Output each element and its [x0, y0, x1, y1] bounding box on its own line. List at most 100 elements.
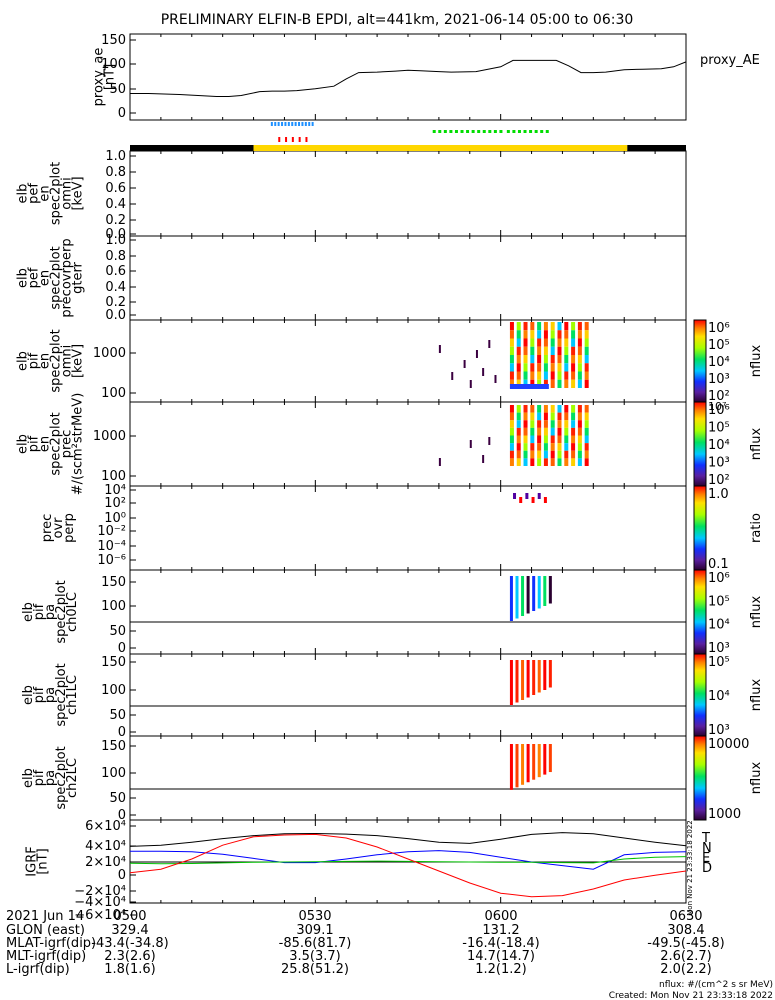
- omni-spectrogram-cell: [530, 338, 535, 347]
- prec-spectrogram-cell: [577, 405, 582, 413]
- panel-frame-p5: [129, 401, 687, 487]
- y-tick-label-p3: 0.0: [105, 308, 126, 323]
- y-tick-label-p2: 0.4: [105, 197, 126, 212]
- prec-spectrogram-cell: [537, 405, 542, 413]
- prec-spectrogram-cell: [537, 412, 542, 421]
- ephemeris-footer: 2021 Jun 14 0500 0530 0600 0630 GLON (ea…: [6, 909, 773, 1000]
- prec-spectrogram-cell: [523, 458, 528, 466]
- prec-spectrogram-cell: [543, 443, 548, 451]
- omni-spectrogram-cell: [577, 338, 582, 347]
- prec-spectrogram-cell: [584, 435, 589, 444]
- panel-frame-p9: [129, 735, 687, 821]
- science-green-tick: [523, 130, 527, 133]
- science-blue-tick: [284, 122, 287, 126]
- prec-spectrogram-cell: [509, 412, 514, 421]
- footer-time-0630: 0630: [669, 909, 702, 924]
- prec-spectrogram-cell: [577, 450, 582, 459]
- prec-spectrogram-cell: [564, 427, 569, 436]
- y-label-line-p6: perp: [62, 513, 77, 543]
- prec-spectrogram-cell: [509, 443, 514, 451]
- igrf-line-D: [129, 833, 687, 898]
- omni-spectrogram-cell: [509, 330, 514, 339]
- omni-spectrogram-cell: [537, 338, 542, 347]
- ch1-pa-stripe: [515, 660, 519, 703]
- omni-scatter-pixel: [488, 340, 491, 348]
- y-label-line-p5: en: [38, 436, 53, 452]
- omni-spectrogram-cell: [523, 338, 528, 347]
- prec-spectrogram-cell: [516, 427, 521, 436]
- footer-mlat-0: -43.4(-34.8): [91, 936, 168, 951]
- y-label-line-p4: elb: [16, 351, 31, 371]
- omni-spectrogram-cell: [537, 346, 542, 355]
- omni-spectrogram-cell: [571, 338, 576, 347]
- science-blue-tick: [281, 122, 284, 126]
- y-tick-label-p6: 10⁻⁶: [97, 553, 126, 568]
- omni-spectrogram-cell: [577, 371, 582, 380]
- ch1-pa-stripe: [548, 660, 552, 688]
- footer-l-0: 1.8(1.6): [104, 962, 156, 977]
- prec-spectrogram-cell: [530, 420, 535, 428]
- ch2-pa-stripe: [537, 744, 541, 778]
- science-blue-tick: [311, 122, 314, 126]
- colorbar-tick-p5: 10³: [708, 456, 730, 471]
- science-green-tick: [471, 130, 475, 133]
- y-label-line-p4: [keV]: [71, 344, 86, 378]
- footer-glon-0: 329.4: [111, 923, 148, 938]
- prec-spectrogram-cell: [564, 405, 569, 413]
- footer-l-1: 25.8(51.2): [281, 962, 349, 977]
- science-blue-tick: [274, 122, 277, 126]
- prec-scatter-pixel: [438, 458, 441, 466]
- prec-spectrogram-cell: [543, 420, 548, 428]
- omni-spectrogram-cell: [577, 363, 582, 372]
- prec-spectrogram-cell: [584, 443, 589, 451]
- omni-scatter-pixel: [463, 360, 466, 368]
- y-label-line-p7: pa: [43, 604, 58, 620]
- omni-spectrogram-cell: [571, 379, 576, 388]
- ratio-pixel: [519, 497, 523, 503]
- panel-stack: [129, 33, 687, 904]
- ch0-pa-stripe: [537, 576, 541, 609]
- y-label-line-p2: elb: [16, 184, 31, 204]
- ratio-pixel: [543, 497, 547, 503]
- status-bar-black: [130, 145, 254, 151]
- science-red-tick: [278, 137, 281, 142]
- ch2-pa-stripe: [521, 744, 525, 785]
- ch1-pa-stripe: [532, 660, 536, 695]
- colorbar-tick-p6: 0.1: [708, 557, 729, 572]
- prec-spectrogram-cell: [584, 405, 589, 413]
- omni-spectrogram-cell: [523, 379, 528, 388]
- prec-spectrogram-cell: [577, 412, 582, 421]
- prec-scatter-pixel: [488, 437, 491, 445]
- prec-spectrogram-cell: [577, 435, 582, 444]
- y-tick-label-p2: 0.8: [105, 165, 126, 180]
- y-tick-label-p6: 10²: [104, 496, 126, 511]
- colorbar-tick-p4: 10⁴: [708, 355, 730, 370]
- y-tick-label-p8: 0: [118, 725, 126, 740]
- science-blue-tick: [304, 122, 307, 126]
- omni-spectrogram-cell: [530, 379, 535, 388]
- omni-spectrogram-cell: [571, 330, 576, 339]
- y-label-line-p9: pa: [43, 770, 58, 786]
- prec-spectrogram-cell: [523, 427, 528, 436]
- footer-mlt-0: 2.3(2.6): [104, 949, 156, 964]
- omni-spectrogram-cell: [550, 355, 555, 364]
- y-tick-label-p4: 1000: [93, 346, 126, 361]
- omni-scatter-pixel: [494, 375, 497, 383]
- prec-spectrogram-cell: [557, 405, 562, 413]
- omni-spectrogram-cell: [516, 355, 521, 364]
- y-label-line-p6: prec: [40, 514, 55, 542]
- omni-spectrogram-cell: [537, 363, 542, 372]
- omni-spectrogram-cell: [571, 346, 576, 355]
- omni-spectrogram-cell: [509, 371, 514, 380]
- ch0-pa-stripe: [521, 576, 525, 616]
- y-tick-label-p6: 10⁻⁴: [97, 539, 126, 554]
- y-label-line-p8: ch1LC: [65, 675, 80, 715]
- omni-scatter-pixel: [475, 350, 478, 358]
- science-green-tick: [545, 130, 549, 133]
- footer-time-0500: 0500: [113, 909, 146, 924]
- y-tick-label-p7: 0: [118, 641, 126, 656]
- science-green-tick: [438, 130, 442, 133]
- omni-spectrogram-cell: [557, 346, 562, 355]
